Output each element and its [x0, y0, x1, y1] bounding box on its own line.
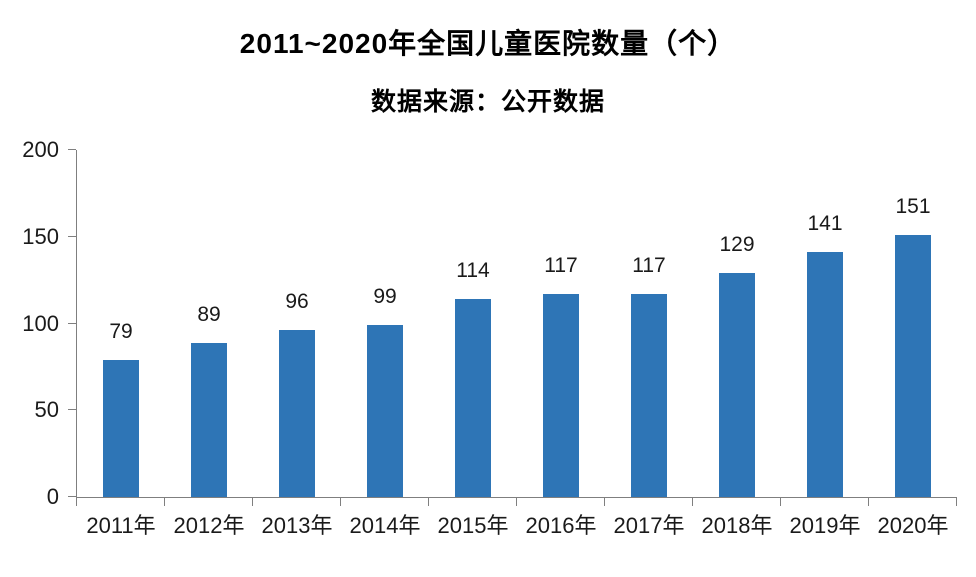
x-axis-tick-label: 2019年 [789, 513, 861, 538]
x-axis-tick [956, 497, 957, 506]
x-axis-tick-label: 2017年 [613, 513, 685, 538]
x-axis-tick [76, 497, 77, 506]
y-axis-tick [68, 496, 76, 497]
x-axis-tick [428, 497, 429, 506]
x-axis-tick-label: 2020年 [877, 513, 949, 538]
x-axis-tick-label: 2012年 [173, 513, 245, 538]
plot-area: 0 50 100 150 200 79 2011年 89 2012年 96 2013年 99 2014年… [22, 137, 957, 538]
x-axis-tick [780, 497, 781, 506]
x-axis-tick-label: 2015年 [437, 513, 509, 538]
y-axis-tick-label: 200 [22, 137, 59, 162]
x-axis-tick-label: 2013年 [261, 513, 333, 538]
y-axis-tick [68, 235, 76, 237]
bar-value-label: 117 [632, 254, 666, 278]
bar-2017年 [631, 294, 667, 497]
bar-2014年 [367, 325, 403, 497]
bar-2016年 [543, 294, 579, 497]
bar-value-label: 89 [197, 302, 221, 326]
x-axis-tick-label: 2011年 [86, 513, 156, 538]
bar-value-label: 117 [544, 254, 578, 278]
x-axis-tick [164, 497, 165, 506]
bar-value-label: 99 [373, 285, 397, 309]
x-axis-tick-label: 2014年 [349, 513, 421, 538]
bar-value-label: 151 [895, 195, 931, 219]
x-axis-tick-label: 2016年 [525, 513, 597, 538]
x-axis-tick-label: 2018年 [701, 513, 773, 538]
bar-2012年 [191, 342, 227, 497]
bar-2018年 [719, 273, 755, 497]
y-axis-tick [68, 322, 76, 324]
y-axis-tick-label: 150 [22, 223, 59, 249]
chart-subtitle: 数据来源：公开数据 [370, 88, 605, 116]
x-axis-tick [604, 497, 605, 506]
bar-value-label: 141 [807, 212, 843, 236]
bar-2015年 [455, 299, 491, 497]
bar-value-label: 129 [719, 233, 755, 257]
y-axis-tick-label: 50 [34, 397, 59, 423]
x-axis-tick [692, 497, 693, 506]
x-axis-tick [340, 497, 341, 506]
bar-2020年 [895, 235, 931, 497]
y-axis-tick [68, 149, 76, 150]
y-axis-tick [68, 409, 76, 411]
bar-value-label: 96 [285, 290, 309, 314]
bar-2013年 [279, 330, 315, 497]
x-axis-tick [868, 497, 869, 506]
chart-title: 2011~2020年全国儿童医院数量（个） [239, 28, 737, 59]
x-axis-tick [516, 497, 517, 506]
y-axis-tick-label: 0 [46, 484, 59, 509]
bar-2011年 [103, 359, 139, 497]
x-axis-tick [252, 497, 253, 506]
bar-value-label: 79 [109, 319, 133, 343]
y-axis-tick-label: 100 [22, 310, 59, 336]
bar-2019年 [807, 252, 843, 497]
bar-value-label: 114 [456, 259, 490, 283]
